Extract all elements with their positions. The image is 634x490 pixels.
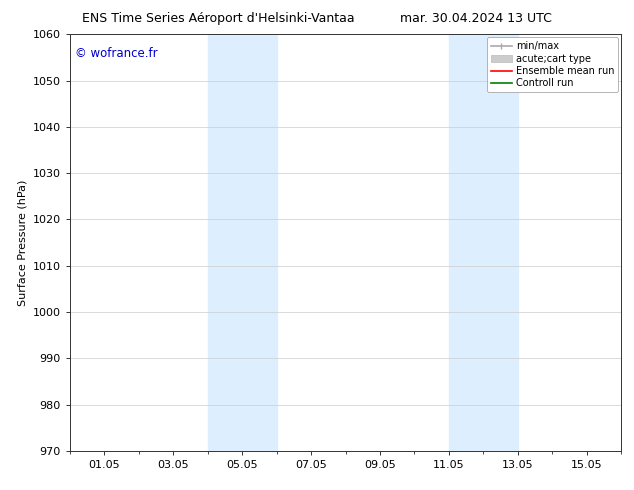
Text: © wofrance.fr: © wofrance.fr bbox=[75, 47, 158, 60]
Text: ENS Time Series Aéroport d'Helsinki-Vantaa: ENS Time Series Aéroport d'Helsinki-Vant… bbox=[82, 12, 355, 25]
Bar bbox=[449, 34, 518, 451]
Legend: min/max, acute;cart type, Ensemble mean run, Controll run: min/max, acute;cart type, Ensemble mean … bbox=[487, 37, 618, 92]
Bar bbox=[207, 34, 276, 451]
Text: mar. 30.04.2024 13 UTC: mar. 30.04.2024 13 UTC bbox=[399, 12, 552, 25]
Y-axis label: Surface Pressure (hPa): Surface Pressure (hPa) bbox=[17, 179, 27, 306]
